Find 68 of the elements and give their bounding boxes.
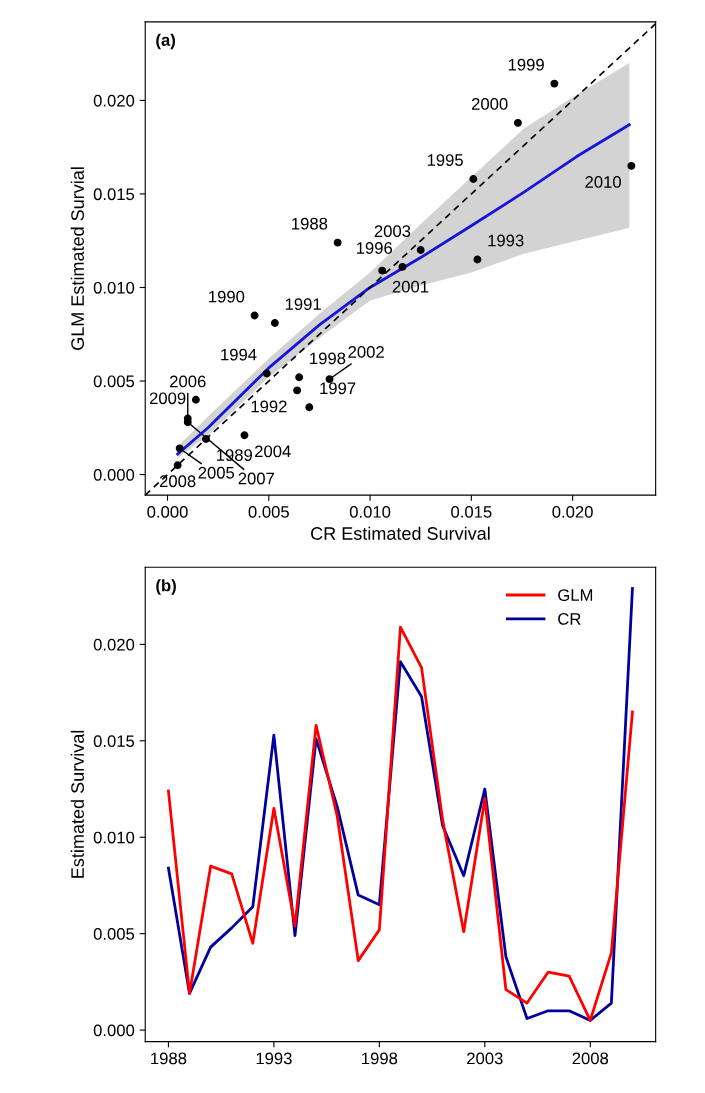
annotation: 1997	[320, 382, 356, 395]
y-tick-label: 0.020	[93, 94, 135, 107]
annotation: 2010	[585, 176, 621, 188]
point	[191, 395, 200, 404]
x-tick-label: 2008	[572, 1052, 609, 1065]
y-tick-label: 0.020	[93, 638, 135, 651]
point	[250, 311, 259, 320]
text: (a)	[156, 33, 175, 50]
x-tick-label: 0.000	[147, 505, 188, 518]
point	[333, 238, 342, 247]
point	[416, 246, 425, 255]
annotation: 2002	[348, 346, 384, 358]
x-axis-title: CR Estimated Survival	[311, 526, 490, 540]
annotation: 2004	[255, 445, 291, 458]
annotation: 1993	[488, 234, 524, 247]
point	[293, 386, 302, 395]
y-tick-label: 0.005	[93, 928, 135, 940]
point	[398, 262, 407, 271]
annotation: 2008	[159, 475, 196, 488]
annotation: 1990	[209, 290, 245, 303]
point	[513, 118, 522, 127]
annotation: 2001	[392, 280, 429, 293]
x-tick-label: 2003	[467, 1052, 503, 1065]
x-tick-label: 0.010	[349, 505, 391, 518]
annotation: 1999	[508, 58, 544, 71]
annotation: 1996	[356, 242, 393, 254]
point	[175, 444, 184, 453]
y-tick-label: 0.005	[93, 375, 135, 388]
legend-label: GLM	[558, 589, 593, 601]
annotation: 1994	[221, 348, 257, 361]
point	[305, 403, 314, 412]
legend-label: CR	[558, 613, 581, 625]
annotation: 1998	[310, 352, 346, 365]
point	[173, 461, 182, 470]
point	[469, 175, 478, 183]
x-tick-label: 1988	[151, 1052, 187, 1065]
x-tick-label: 1993	[256, 1052, 292, 1065]
y-axis-title: GLM Estimated Survial	[70, 167, 84, 350]
annotation: 1991	[285, 298, 321, 311]
annotation: 2009	[149, 392, 186, 405]
annotation: 2006	[170, 375, 206, 388]
y-tick-label: 0.015	[93, 188, 135, 201]
x-tick-label: 1998	[362, 1052, 398, 1065]
annotation: 1992	[251, 400, 287, 413]
point	[627, 161, 636, 170]
point	[550, 79, 559, 88]
point	[240, 431, 249, 440]
annotation: 2005	[198, 466, 235, 479]
point	[262, 369, 271, 378]
text: (b)	[156, 579, 176, 595]
y-tick-label: 0.010	[93, 281, 135, 294]
y-tick-label: 0.000	[93, 1024, 135, 1037]
annotation: 2007	[238, 472, 274, 485]
annotation: 1988	[292, 217, 328, 230]
point	[295, 373, 304, 382]
y-tick-label: 0.010	[93, 831, 135, 844]
y-tick-label: 0.015	[93, 735, 135, 748]
annotation: 2003	[374, 225, 411, 238]
y-tick-label: 0.000	[93, 468, 135, 481]
y-axis-title: Estimated Survival	[70, 730, 84, 878]
x-tick-label: 0.005	[248, 505, 289, 518]
x-tick-label: 0.015	[451, 505, 492, 518]
point	[473, 255, 482, 264]
point	[378, 266, 387, 275]
x-tick-label: 0.020	[552, 505, 593, 518]
annotation: 2000	[471, 98, 508, 110]
annotation: 1995	[427, 154, 463, 166]
point	[270, 319, 279, 327]
